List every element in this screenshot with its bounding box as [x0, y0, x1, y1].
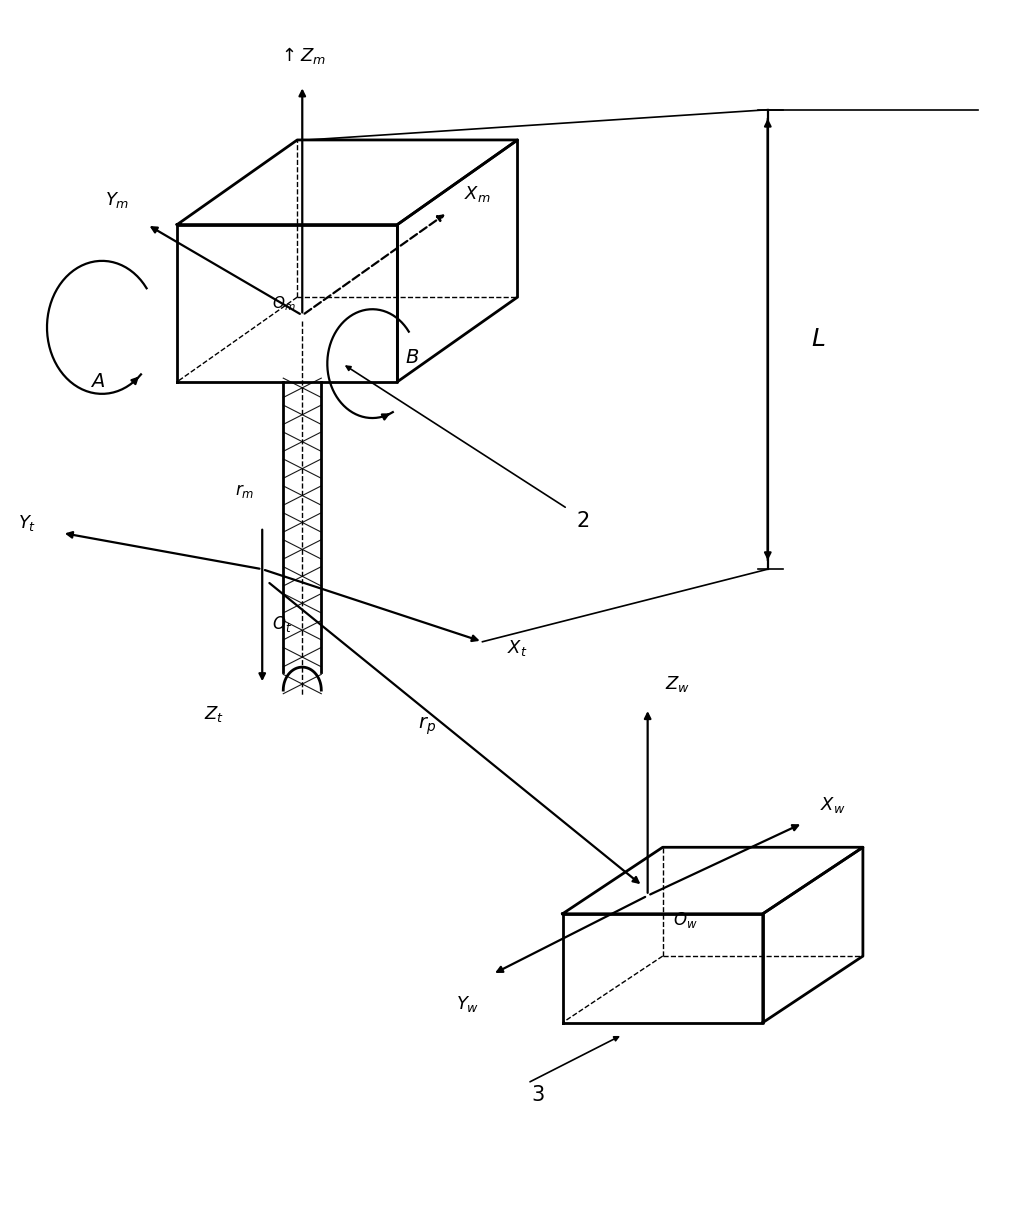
Text: $L$: $L$: [811, 328, 825, 351]
Text: $X_m$: $X_m$: [464, 185, 490, 204]
Text: $X_t$: $X_t$: [508, 637, 528, 658]
Text: $O_t$: $O_t$: [272, 614, 292, 634]
Text: $r_p$: $r_p$: [418, 715, 436, 737]
Text: $A$: $A$: [89, 372, 105, 391]
Text: $Y_m$: $Y_m$: [105, 191, 129, 210]
Text: $Z_w$: $Z_w$: [665, 674, 690, 693]
Text: $Y_t$: $Y_t$: [18, 514, 37, 533]
Text: $X_w$: $X_w$: [820, 795, 845, 815]
Text: $O_w$: $O_w$: [673, 910, 697, 929]
Text: $Z_t$: $Z_t$: [204, 704, 224, 724]
Text: $3$: $3$: [531, 1085, 544, 1106]
Text: $B$: $B$: [405, 349, 419, 367]
Text: $2$: $2$: [577, 511, 589, 531]
Text: $O_m$: $O_m$: [272, 294, 295, 313]
Text: $Y_w$: $Y_w$: [456, 994, 479, 1014]
Text: $r_m$: $r_m$: [234, 482, 254, 499]
Text: $\uparrow Z_m$: $\uparrow Z_m$: [278, 45, 326, 66]
